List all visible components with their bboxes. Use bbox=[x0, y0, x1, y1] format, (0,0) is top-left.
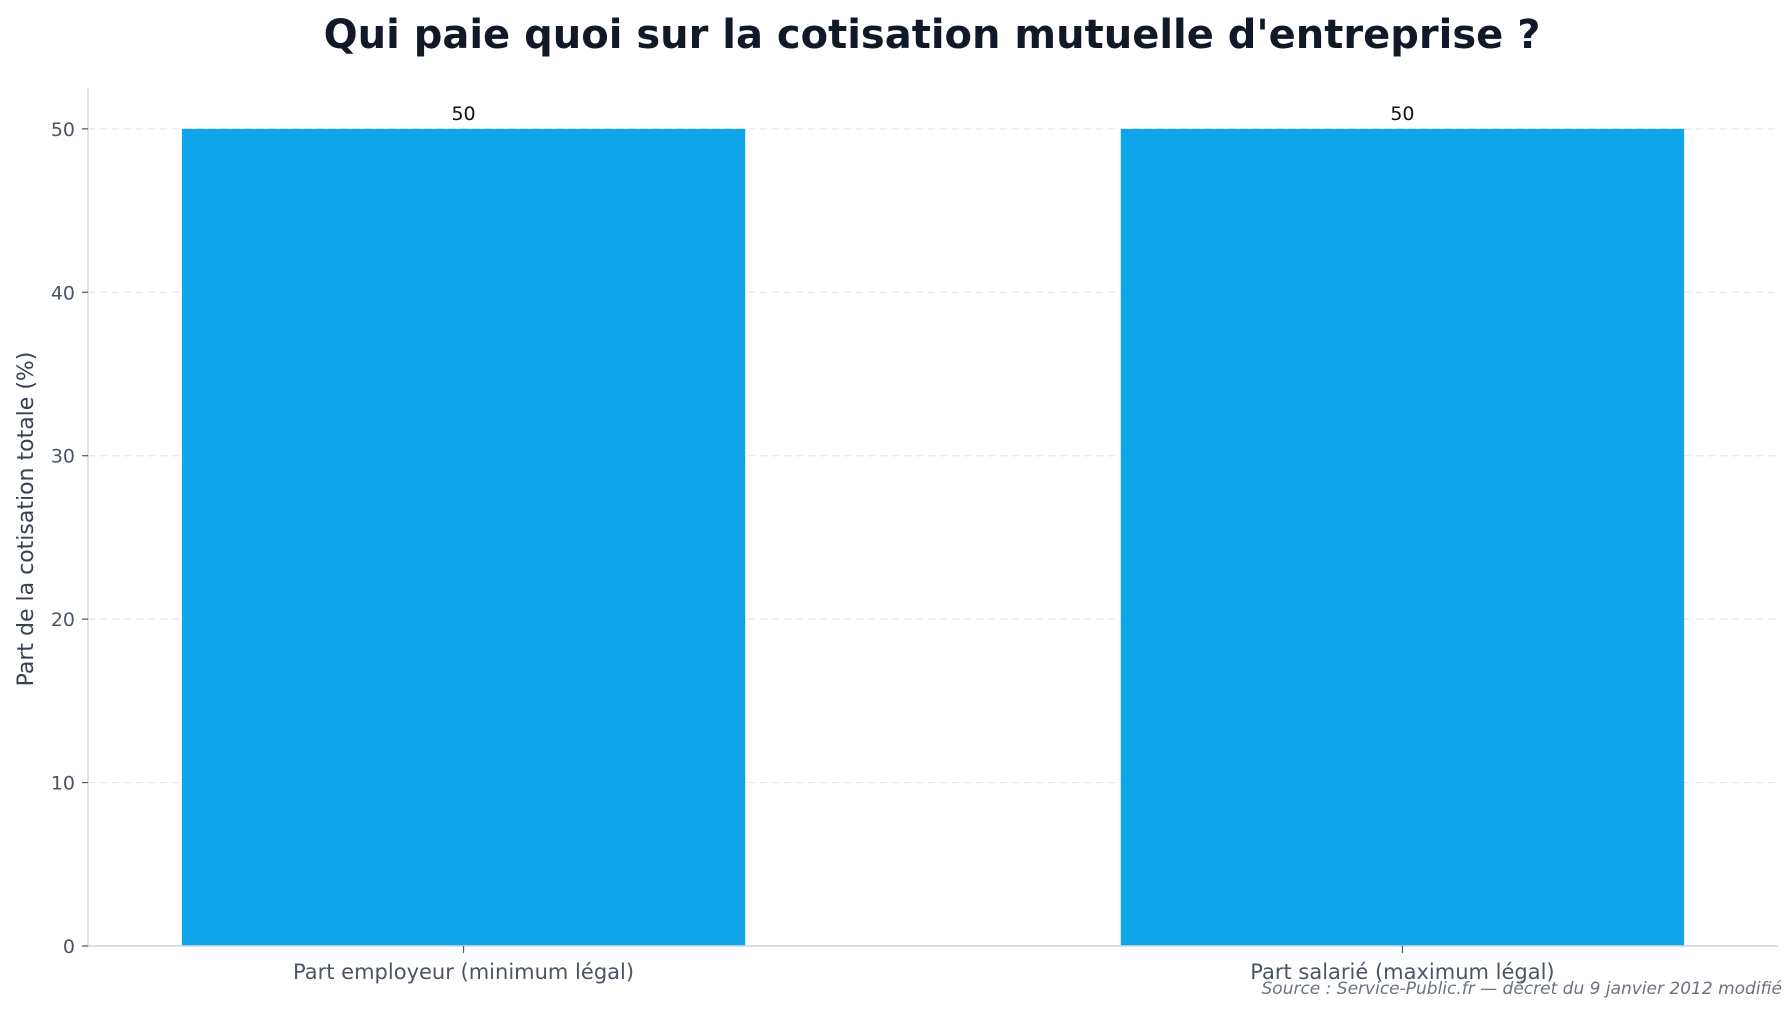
y-tick-label: 40 bbox=[51, 282, 75, 304]
x-tick-label: Part employeur (minimum légal) bbox=[293, 960, 634, 984]
y-tick-label: 0 bbox=[63, 936, 75, 958]
y-tick-label: 20 bbox=[51, 609, 75, 631]
y-axis-label: Part de la cotisation totale (%) bbox=[14, 352, 39, 687]
bars bbox=[181, 128, 1685, 946]
x-axis-ticks: Part employeur (minimum légal) Part salar… bbox=[293, 946, 1555, 984]
x-tick-label: Part salarié (maximum légal) bbox=[1250, 960, 1554, 984]
bar bbox=[181, 128, 746, 946]
source-note: Source : Service-Public.fr — décret du 9… bbox=[1262, 979, 1783, 999]
y-tick-label: 10 bbox=[51, 773, 75, 795]
data-label: 50 bbox=[1390, 103, 1414, 125]
bar bbox=[1120, 128, 1685, 946]
y-axis-ticks: 0 10 20 30 40 50 bbox=[51, 119, 88, 958]
chart-title: Qui paie quoi sur la cotisation mutuelle… bbox=[324, 12, 1541, 58]
data-labels: 50 50 bbox=[451, 103, 1414, 125]
y-tick-label: 50 bbox=[51, 119, 75, 141]
y-tick-label: 30 bbox=[51, 446, 75, 468]
data-label: 50 bbox=[451, 103, 475, 125]
